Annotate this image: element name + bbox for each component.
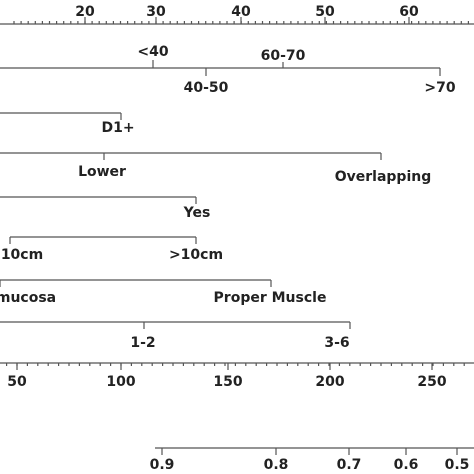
scale-label: 10cm <box>1 247 43 263</box>
scale-label: Lower <box>78 164 126 180</box>
scale-label: 3-6 <box>324 335 349 351</box>
scale-label: 1-2 <box>130 335 155 351</box>
scale-label: Proper Muscle <box>214 290 327 306</box>
scale-label: Yes <box>183 205 211 221</box>
scale-label: mucosa <box>0 290 56 306</box>
scale-label: 0.6 <box>394 457 419 473</box>
scale-label: 150 <box>213 374 242 390</box>
scale-label: 0.8 <box>264 457 289 473</box>
scale-label: 50 <box>315 4 335 20</box>
scale-label: >70 <box>424 80 455 96</box>
scale-label: 50 <box>7 374 27 390</box>
scale-label: 0.5 <box>445 457 470 473</box>
scale-label: 30 <box>146 4 166 20</box>
scale-label: 250 <box>417 374 446 390</box>
scale-label: D1+ <box>101 120 134 136</box>
scale-label: 100 <box>106 374 135 390</box>
scale-label: 60 <box>399 4 419 20</box>
scale-label: Overlapping <box>335 169 432 185</box>
scale-label: 60-70 <box>261 48 306 64</box>
scale-label: 0.7 <box>337 457 362 473</box>
scale-label: 40-50 <box>184 80 229 96</box>
scale-label: <40 <box>137 44 168 60</box>
scale-label: >10cm <box>169 247 223 263</box>
scale-label: 40 <box>231 4 251 20</box>
scale-label: 20 <box>75 4 95 20</box>
scale-label: 0.9 <box>150 457 175 473</box>
scale-label: 200 <box>315 374 344 390</box>
